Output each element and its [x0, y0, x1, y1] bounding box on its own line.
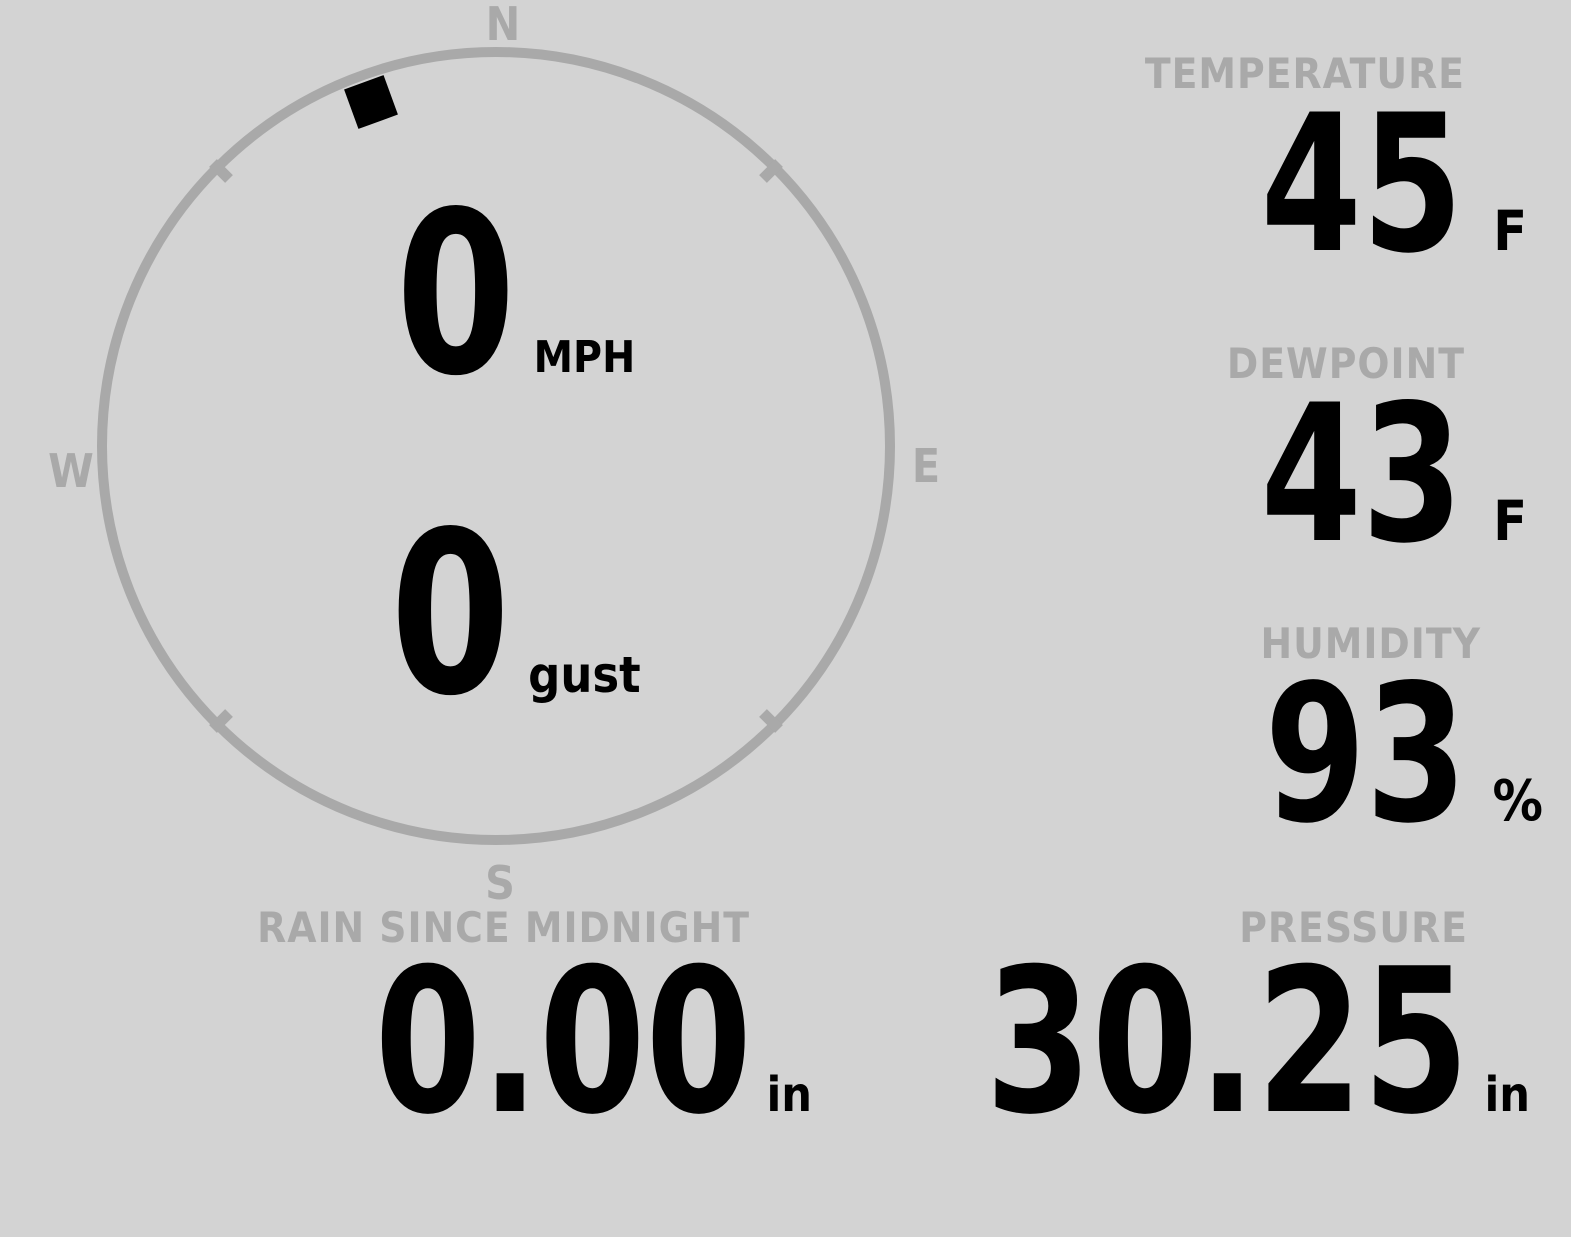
rain-since-midnight-reading: 0.00 in	[257, 943, 812, 1143]
dewpoint-value: 43	[1260, 364, 1464, 585]
compass-tick-sw-icon	[209, 709, 233, 733]
wind-gust: 0 gust	[369, 503, 640, 728]
cardinal-south-label: S	[485, 856, 515, 910]
humidity-reading: 93%	[1229, 660, 1543, 850]
pressure-reading: 30.25 in	[900, 943, 1530, 1143]
temperature-reading: 45 F	[1145, 90, 1527, 280]
pressure-value: 30.25	[985, 926, 1470, 1159]
humidity-unit: %	[1492, 769, 1543, 834]
pressure-unit: in	[1484, 1067, 1530, 1123]
rain-since-midnight-metric: RAIN SINCE MIDNIGHT 0.00 in	[257, 907, 812, 1143]
wind-gust-value: 0	[390, 484, 511, 746]
rain-since-midnight-unit: in	[766, 1067, 812, 1123]
cardinal-west-label: W	[48, 444, 94, 498]
rain-since-midnight-value: 0.00	[374, 926, 752, 1159]
humidity-metric: HUMIDITY 93%	[1229, 623, 1543, 850]
rain-since-midnight-label: RAIN SINCE MIDNIGHT	[257, 903, 750, 952]
pressure-label: PRESSURE	[1239, 903, 1468, 952]
wind-speed-value: 0	[395, 164, 516, 426]
compass-ring	[97, 47, 895, 845]
compass-tick-se-icon	[759, 709, 783, 733]
compass-tick-nw-icon	[209, 159, 233, 183]
humidity-label: HUMIDITY	[1260, 619, 1481, 668]
dewpoint-metric: DEWPOINT 43 F	[1225, 343, 1527, 570]
temperature-value: 45	[1260, 74, 1464, 295]
humidity-value: 93	[1264, 644, 1467, 865]
compass-tick-ne-icon	[759, 159, 783, 183]
compass-ring-graphic	[97, 47, 895, 845]
dewpoint-label: DEWPOINT	[1226, 339, 1465, 388]
temperature-label: TEMPERATURE	[1144, 49, 1465, 98]
cardinal-east-label: E	[911, 439, 941, 493]
pressure-metric: PRESSURE 30.25 in	[900, 907, 1530, 1143]
dewpoint-reading: 43 F	[1225, 380, 1527, 570]
wind-speed-unit: MPH	[533, 332, 636, 383]
dewpoint-unit: F	[1493, 489, 1527, 553]
temperature-unit: F	[1493, 199, 1527, 263]
wind-gust-unit: gust	[528, 646, 641, 704]
cardinal-north-label: N	[485, 0, 521, 51]
temperature-metric: TEMPERATURE 45 F	[1145, 53, 1527, 280]
wind-speed: 0 MPH	[375, 183, 635, 408]
